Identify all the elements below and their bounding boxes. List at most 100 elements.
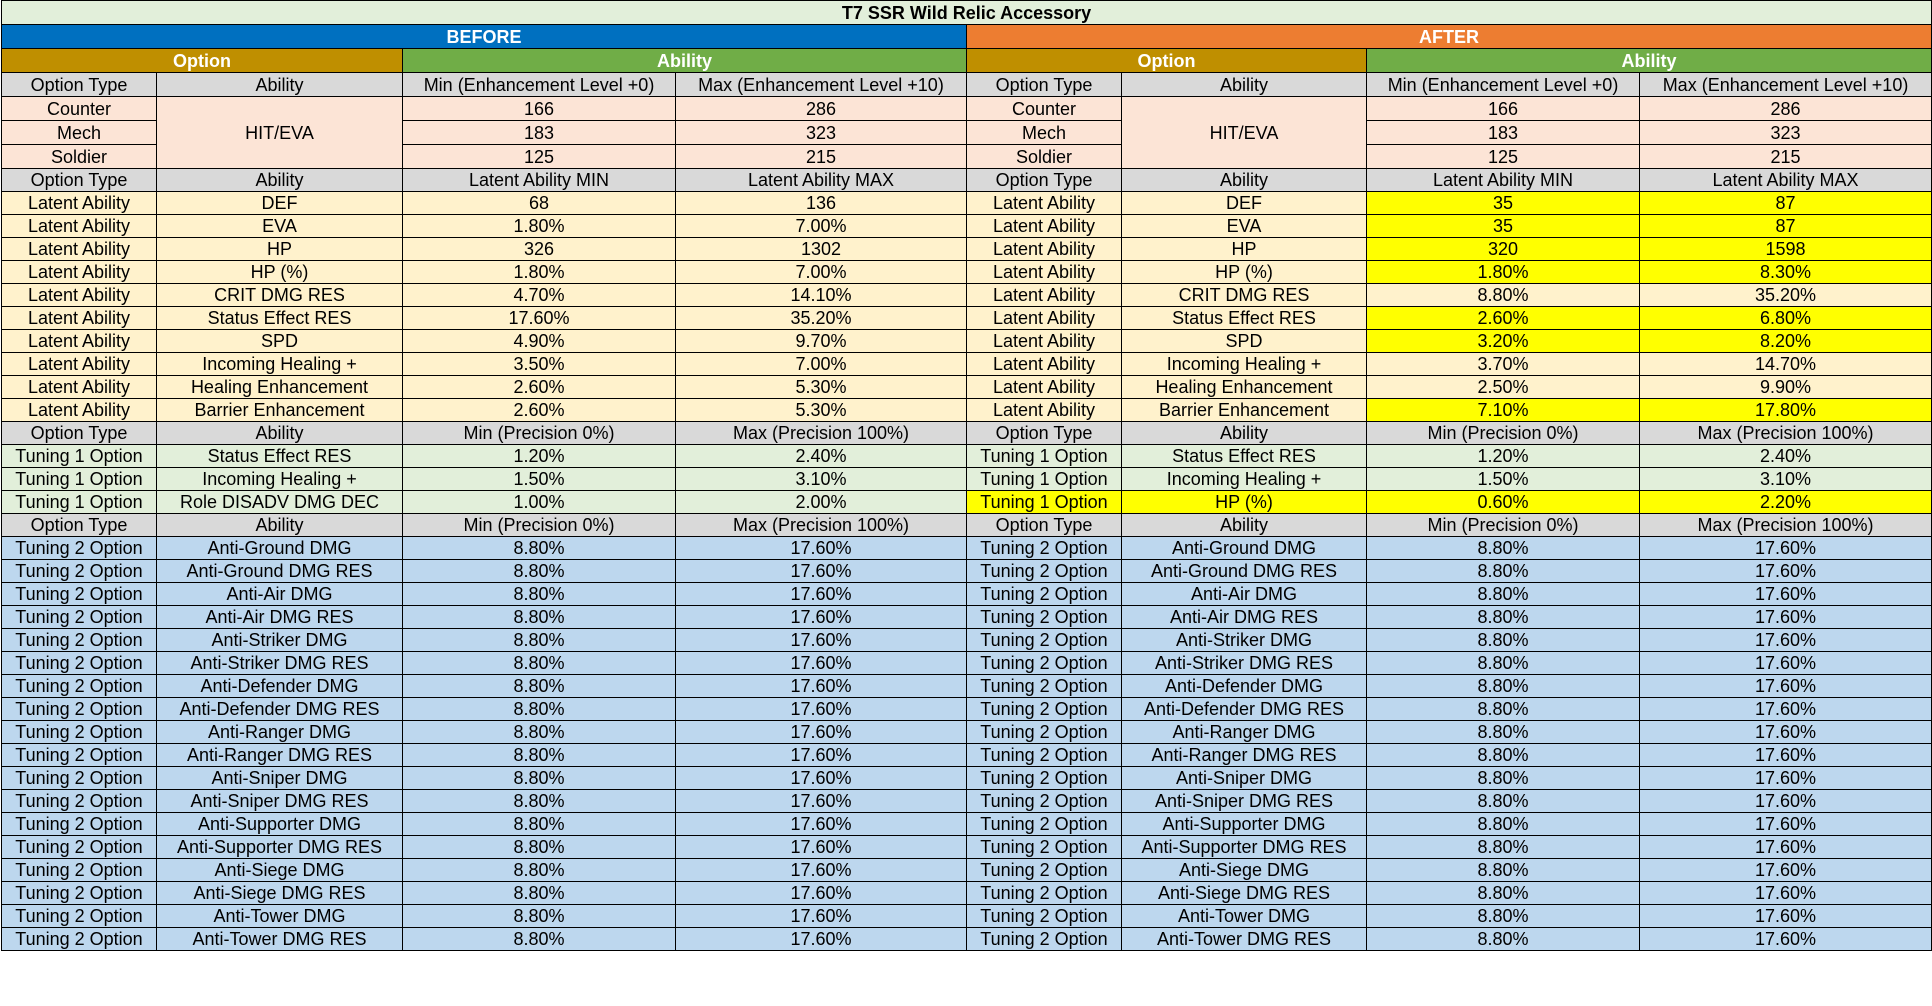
column-header-min[interactable]: Latent Ability MIN [1366,168,1640,192]
option-type-cell[interactable]: Tuning 2 Option [966,812,1122,836]
option-type-cell[interactable]: Latent Ability [1,237,157,261]
ability-cell[interactable]: Barrier Enhancement [156,398,403,422]
option-type-cell[interactable]: Tuning 2 Option [1,697,157,721]
max-cell[interactable]: 1302 [675,237,967,261]
ability-cell[interactable]: Anti-Defender DMG [1121,674,1367,698]
ability-cell[interactable]: Status Effect RES [156,444,403,468]
max-cell[interactable]: 323 [1638,120,1932,145]
ability-cell[interactable]: Healing Enhancement [156,375,403,399]
min-cell[interactable]: 8.80% [402,697,676,721]
max-cell[interactable]: 17.60% [675,743,967,767]
ability-cell[interactable]: HP [156,237,403,261]
option-type-cell[interactable]: Tuning 2 Option [1,674,157,698]
option-type-cell[interactable]: Tuning 2 Option [966,582,1122,606]
ability-cell[interactable]: Anti-Tower DMG [1121,904,1367,928]
min-cell[interactable]: 2.60% [402,375,676,399]
max-cell[interactable]: 136 [675,191,967,215]
column-header-max[interactable]: Max (Precision 100%) [675,421,967,445]
ability-cell[interactable]: DEF [1121,191,1367,215]
min-cell[interactable]: 166 [1366,96,1640,121]
ability-cell[interactable]: Anti-Siege DMG RES [1121,881,1367,905]
max-cell[interactable]: 17.60% [675,858,967,882]
column-header-min[interactable]: Min (Enhancement Level +0) [402,72,676,97]
option-type-cell[interactable]: Tuning 2 Option [1,720,157,744]
max-cell[interactable]: 9.70% [675,329,967,353]
max-cell[interactable]: 17.80% [1638,398,1932,422]
min-cell[interactable]: 1.20% [402,444,676,468]
column-header-option-type[interactable]: Option Type [966,72,1122,97]
min-cell[interactable]: 35 [1366,214,1640,238]
sheet-title[interactable]: T7 SSR Wild Relic Accessory [0,0,1932,25]
min-cell[interactable]: 125 [1366,144,1640,169]
option-type-cell[interactable]: Latent Ability [1,191,157,215]
min-cell[interactable]: 2.50% [1366,375,1640,399]
min-cell[interactable]: 8.80% [402,904,676,928]
ability-cell[interactable]: Anti-Striker DMG RES [1121,651,1367,675]
ability-cell[interactable]: Barrier Enhancement [1121,398,1367,422]
option-type-cell[interactable]: Latent Ability [966,237,1122,261]
min-cell[interactable]: 8.80% [1366,743,1640,767]
min-cell[interactable]: 320 [1366,237,1640,261]
min-cell[interactable]: 8.80% [1366,927,1640,951]
option-type-cell[interactable]: Tuning 2 Option [966,927,1122,951]
option-type-cell[interactable]: Tuning 1 Option [966,444,1122,468]
option-type-cell[interactable]: Tuning 2 Option [966,697,1122,721]
option-type-cell[interactable]: Latent Ability [1,375,157,399]
option-type-cell[interactable]: Soldier [966,144,1122,169]
option-type-cell[interactable]: Tuning 2 Option [966,536,1122,560]
option-type-cell[interactable]: Tuning 2 Option [1,881,157,905]
ability-cell[interactable]: Anti-Ground DMG [156,536,403,560]
max-cell[interactable]: 286 [1638,96,1932,121]
min-cell[interactable]: 3.50% [402,352,676,376]
min-cell[interactable]: 8.80% [1366,536,1640,560]
ability-cell[interactable]: Anti-Siege DMG [1121,858,1367,882]
min-cell[interactable]: 8.80% [402,881,676,905]
option-type-cell[interactable]: Latent Ability [966,191,1122,215]
min-cell[interactable]: 8.80% [1366,283,1640,307]
ability-cell[interactable]: Anti-Ranger DMG RES [1121,743,1367,767]
min-cell[interactable]: 1.50% [402,467,676,491]
option-type-cell[interactable]: Latent Ability [966,260,1122,284]
min-cell[interactable]: 1.80% [1366,260,1640,284]
min-cell[interactable]: 8.80% [402,559,676,583]
column-header-option-type[interactable]: Option Type [1,168,157,192]
max-cell[interactable]: 17.60% [1638,766,1932,790]
option-type-cell[interactable]: Tuning 2 Option [966,605,1122,629]
ability-cell[interactable]: HP (%) [1121,260,1367,284]
min-cell[interactable]: 68 [402,191,676,215]
min-cell[interactable]: 8.80% [402,674,676,698]
max-cell[interactable]: 2.00% [675,490,967,514]
max-cell[interactable]: 215 [675,144,967,169]
max-cell[interactable]: 17.60% [675,812,967,836]
column-header-ability[interactable]: Ability [1121,168,1367,192]
option-type-cell[interactable]: Latent Ability [966,283,1122,307]
max-cell[interactable]: 17.60% [1638,720,1932,744]
max-cell[interactable]: 17.60% [675,559,967,583]
column-header-ability[interactable]: Ability [156,72,403,97]
option-type-cell[interactable]: Tuning 2 Option [966,835,1122,859]
after-ability-header[interactable]: Ability [1365,48,1932,73]
max-cell[interactable]: 2.40% [1638,444,1932,468]
option-type-cell[interactable]: Tuning 1 Option [966,467,1122,491]
option-type-cell[interactable]: Latent Ability [1,398,157,422]
column-header-ability[interactable]: Ability [156,168,403,192]
base-ability-cell[interactable]: HIT/EVA [156,96,403,169]
max-cell[interactable]: 8.20% [1638,329,1932,353]
max-cell[interactable]: 323 [675,120,967,145]
min-cell[interactable]: 8.80% [1366,881,1640,905]
max-cell[interactable]: 17.60% [675,789,967,813]
ability-cell[interactable]: Anti-Supporter DMG [156,812,403,836]
ability-cell[interactable]: Anti-Air DMG [1121,582,1367,606]
option-type-cell[interactable]: Latent Ability [1,329,157,353]
max-cell[interactable]: 17.60% [675,674,967,698]
ability-cell[interactable]: Anti-Sniper DMG RES [156,789,403,813]
ability-cell[interactable]: Anti-Supporter DMG [1121,812,1367,836]
option-type-cell[interactable]: Latent Ability [966,375,1122,399]
max-cell[interactable]: 17.60% [675,536,967,560]
max-cell[interactable]: 14.10% [675,283,967,307]
min-cell[interactable]: 183 [402,120,676,145]
ability-cell[interactable]: Incoming Healing + [1121,352,1367,376]
min-cell[interactable]: 8.80% [1366,720,1640,744]
option-type-cell[interactable]: Tuning 2 Option [1,835,157,859]
column-header-option-type[interactable]: Option Type [1,421,157,445]
